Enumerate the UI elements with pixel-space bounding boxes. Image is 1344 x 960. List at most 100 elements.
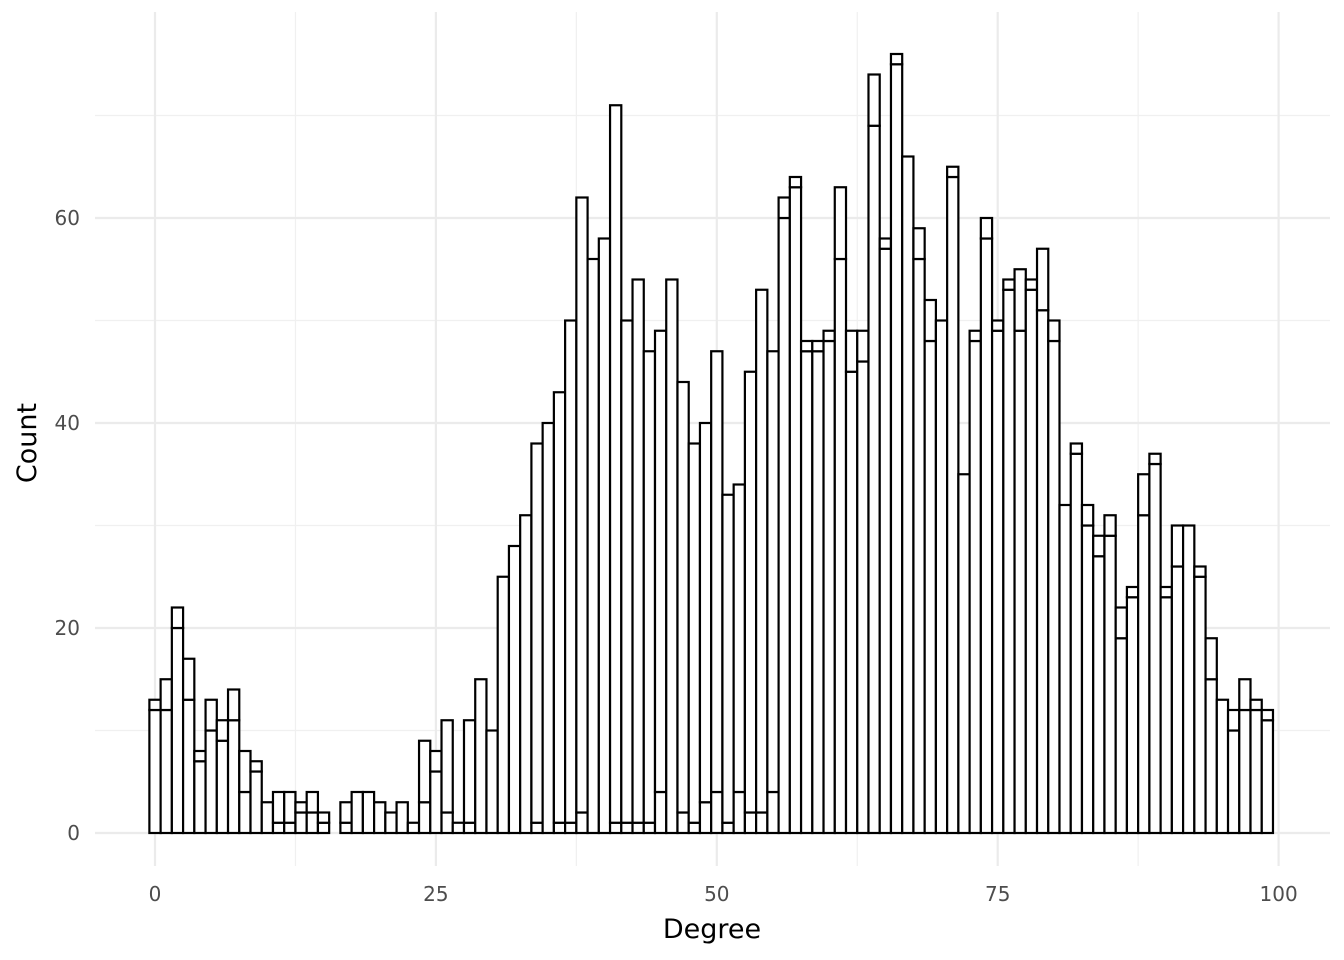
histogram-bar-series-1: [1148, 462, 1162, 835]
histogram-bar-series-2: [1035, 247, 1050, 312]
histogram-bar-series-2: [968, 329, 982, 343]
x-axis-title: Degree: [663, 914, 761, 945]
histogram-bar-series-1: [788, 186, 803, 835]
histogram-bar-series-1: [1069, 452, 1084, 835]
histogram-bar-series-2: [833, 186, 848, 261]
histogram-bar-series-1: [923, 339, 938, 835]
histogram-bar-series-2: [159, 678, 173, 712]
histogram-bar-series-2: [608, 104, 623, 824]
x-tick-label: 75: [985, 882, 1010, 906]
histogram-bar-series-1: [1193, 575, 1207, 835]
histogram-bar-series-2: [923, 298, 938, 343]
histogram-bar-series-2: [979, 216, 994, 240]
histogram-bars: [148, 52, 1275, 835]
histogram-bar-series-2: [339, 801, 353, 824]
histogram-bar-series-2: [1125, 585, 1140, 599]
histogram-bar-series-2: [440, 719, 454, 814]
histogram-bar-series-1: [1215, 698, 1230, 835]
histogram-bar-series-1: [653, 790, 668, 835]
histogram-bar-series-2: [642, 350, 657, 824]
histogram-bar-series-2: [732, 483, 746, 794]
histogram-bar-series-2: [946, 165, 960, 179]
histogram-bar-series-1: [1260, 719, 1275, 835]
x-axis-tick-labels: 0 25 50 75 100: [149, 882, 1298, 906]
histogram-bar-series-1: [564, 821, 578, 835]
y-tick-label: 40: [55, 411, 80, 435]
histogram-bar-series-2: [148, 698, 162, 712]
histogram-bar-series-2: [811, 339, 825, 353]
histogram-bar-series-1: [316, 821, 331, 835]
histogram-bar-series-2: [631, 278, 645, 824]
histogram-bar-series-1: [687, 821, 702, 835]
histogram-bar-series-2: [698, 421, 713, 804]
histogram-bar-series-1: [766, 790, 780, 835]
histogram-bar-series-1: [1047, 339, 1061, 835]
histogram-bar-series-1: [1159, 596, 1173, 835]
histogram-bar-series-2: [912, 227, 926, 261]
x-tick-label: 100: [1260, 882, 1298, 906]
histogram-bar-series-1: [440, 811, 454, 835]
histogram-bar-series-2: [710, 350, 724, 794]
histogram-bar-series-1: [743, 811, 758, 835]
histogram-bar-series-2: [519, 514, 533, 835]
histogram-bar-series-1: [417, 801, 432, 835]
histogram-bar-series-1: [159, 708, 173, 835]
histogram-bar-series-2: [1069, 442, 1084, 455]
histogram-bar-series-1: [631, 821, 645, 835]
histogram-bar-series-2: [1159, 585, 1173, 599]
histogram-bar-series-2: [1148, 452, 1162, 466]
histogram-bar-series-1: [698, 801, 713, 835]
histogram-bar-series-2: [170, 606, 185, 630]
x-tick-label: 25: [423, 882, 448, 906]
histogram-bar-series-1: [148, 708, 162, 835]
histogram-bar-series-2: [1193, 565, 1207, 578]
histogram-bar-series-2: [665, 278, 679, 835]
histogram-bar-series-2: [429, 749, 443, 773]
histogram-bar-series-1: [889, 63, 904, 835]
histogram-bar-series-1: [833, 257, 848, 835]
histogram-bar-series-1: [530, 821, 544, 835]
histogram-bar-series-1: [215, 739, 230, 835]
histogram-bar-series-1: [1013, 329, 1027, 835]
histogram-bar-series-2: [417, 739, 432, 804]
histogram-bar-series-2: [575, 196, 589, 814]
histogram-bar-series-2: [316, 811, 331, 824]
histogram-bar-series-1: [1137, 514, 1151, 835]
histogram-bar-series-2: [283, 790, 297, 824]
histogram-bar-series-2: [1013, 268, 1027, 332]
histogram-bar-series-1: [946, 175, 960, 835]
histogram-bar-series-2: [541, 421, 555, 835]
histogram-bar-series-1: [934, 319, 949, 835]
histogram-bar-series-2: [788, 175, 803, 189]
histogram-bar-series-2: [474, 678, 488, 835]
histogram-bar-series-2: [990, 319, 1005, 332]
histogram-bar-series-1: [642, 821, 657, 835]
histogram-bar-series-2: [844, 329, 859, 373]
histogram-bar-series-1: [204, 729, 218, 835]
histogram-bar-series-1: [1238, 708, 1252, 835]
histogram-bar-series-1: [552, 821, 567, 835]
y-tick-label: 20: [55, 616, 80, 640]
x-tick-label: 0: [149, 882, 162, 906]
histogram-bar-series-1: [226, 719, 241, 835]
histogram-bar-series-2: [1047, 319, 1061, 343]
histogram-bar-series-1: [181, 698, 196, 835]
histogram-bar-series-1: [620, 821, 634, 835]
histogram-bar-series-2: [485, 729, 499, 835]
y-tick-label: 0: [67, 821, 80, 845]
histogram-bar-series-2: [193, 749, 207, 763]
histogram-bar-series-1: [822, 339, 836, 835]
histogram-bar-series-2: [249, 760, 263, 773]
histogram-bar-series-2: [620, 319, 634, 824]
y-axis-tick-labels: 0 20 40 60: [55, 206, 80, 845]
histogram-bar-series-1: [799, 350, 814, 835]
histogram-bar-series-2: [181, 657, 196, 701]
histogram-bar-series-2: [462, 719, 477, 824]
histogram-bar-series-2: [1024, 278, 1039, 291]
histogram-bar-series-1: [575, 811, 589, 835]
histogram-bar-series-2: [1238, 678, 1252, 712]
histogram-bar-series-1: [339, 821, 353, 835]
histogram-bar-series-1: [1114, 637, 1129, 835]
histogram-bar-series-1: [990, 329, 1005, 835]
